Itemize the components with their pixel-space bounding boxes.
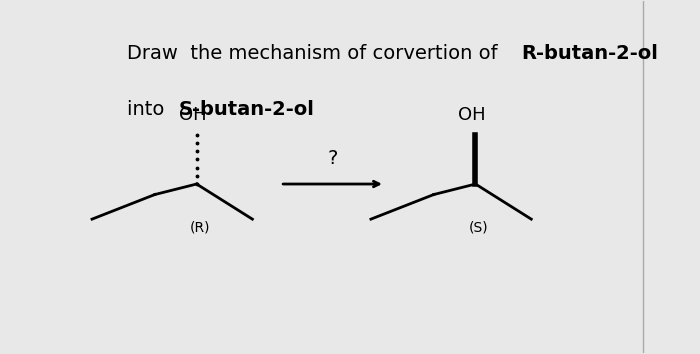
Text: (R): (R) (190, 221, 210, 235)
Text: ?: ? (328, 149, 338, 168)
Text: into: into (127, 100, 171, 119)
Text: (S): (S) (469, 221, 489, 235)
Text: OH: OH (458, 106, 486, 124)
Text: OH: OH (179, 106, 207, 124)
Text: Draw  the mechanism of corvertion of: Draw the mechanism of corvertion of (127, 44, 504, 63)
Text: S-butan-2-ol: S-butan-2-ol (178, 100, 314, 119)
Text: R-butan-2-ol: R-butan-2-ol (521, 44, 658, 63)
